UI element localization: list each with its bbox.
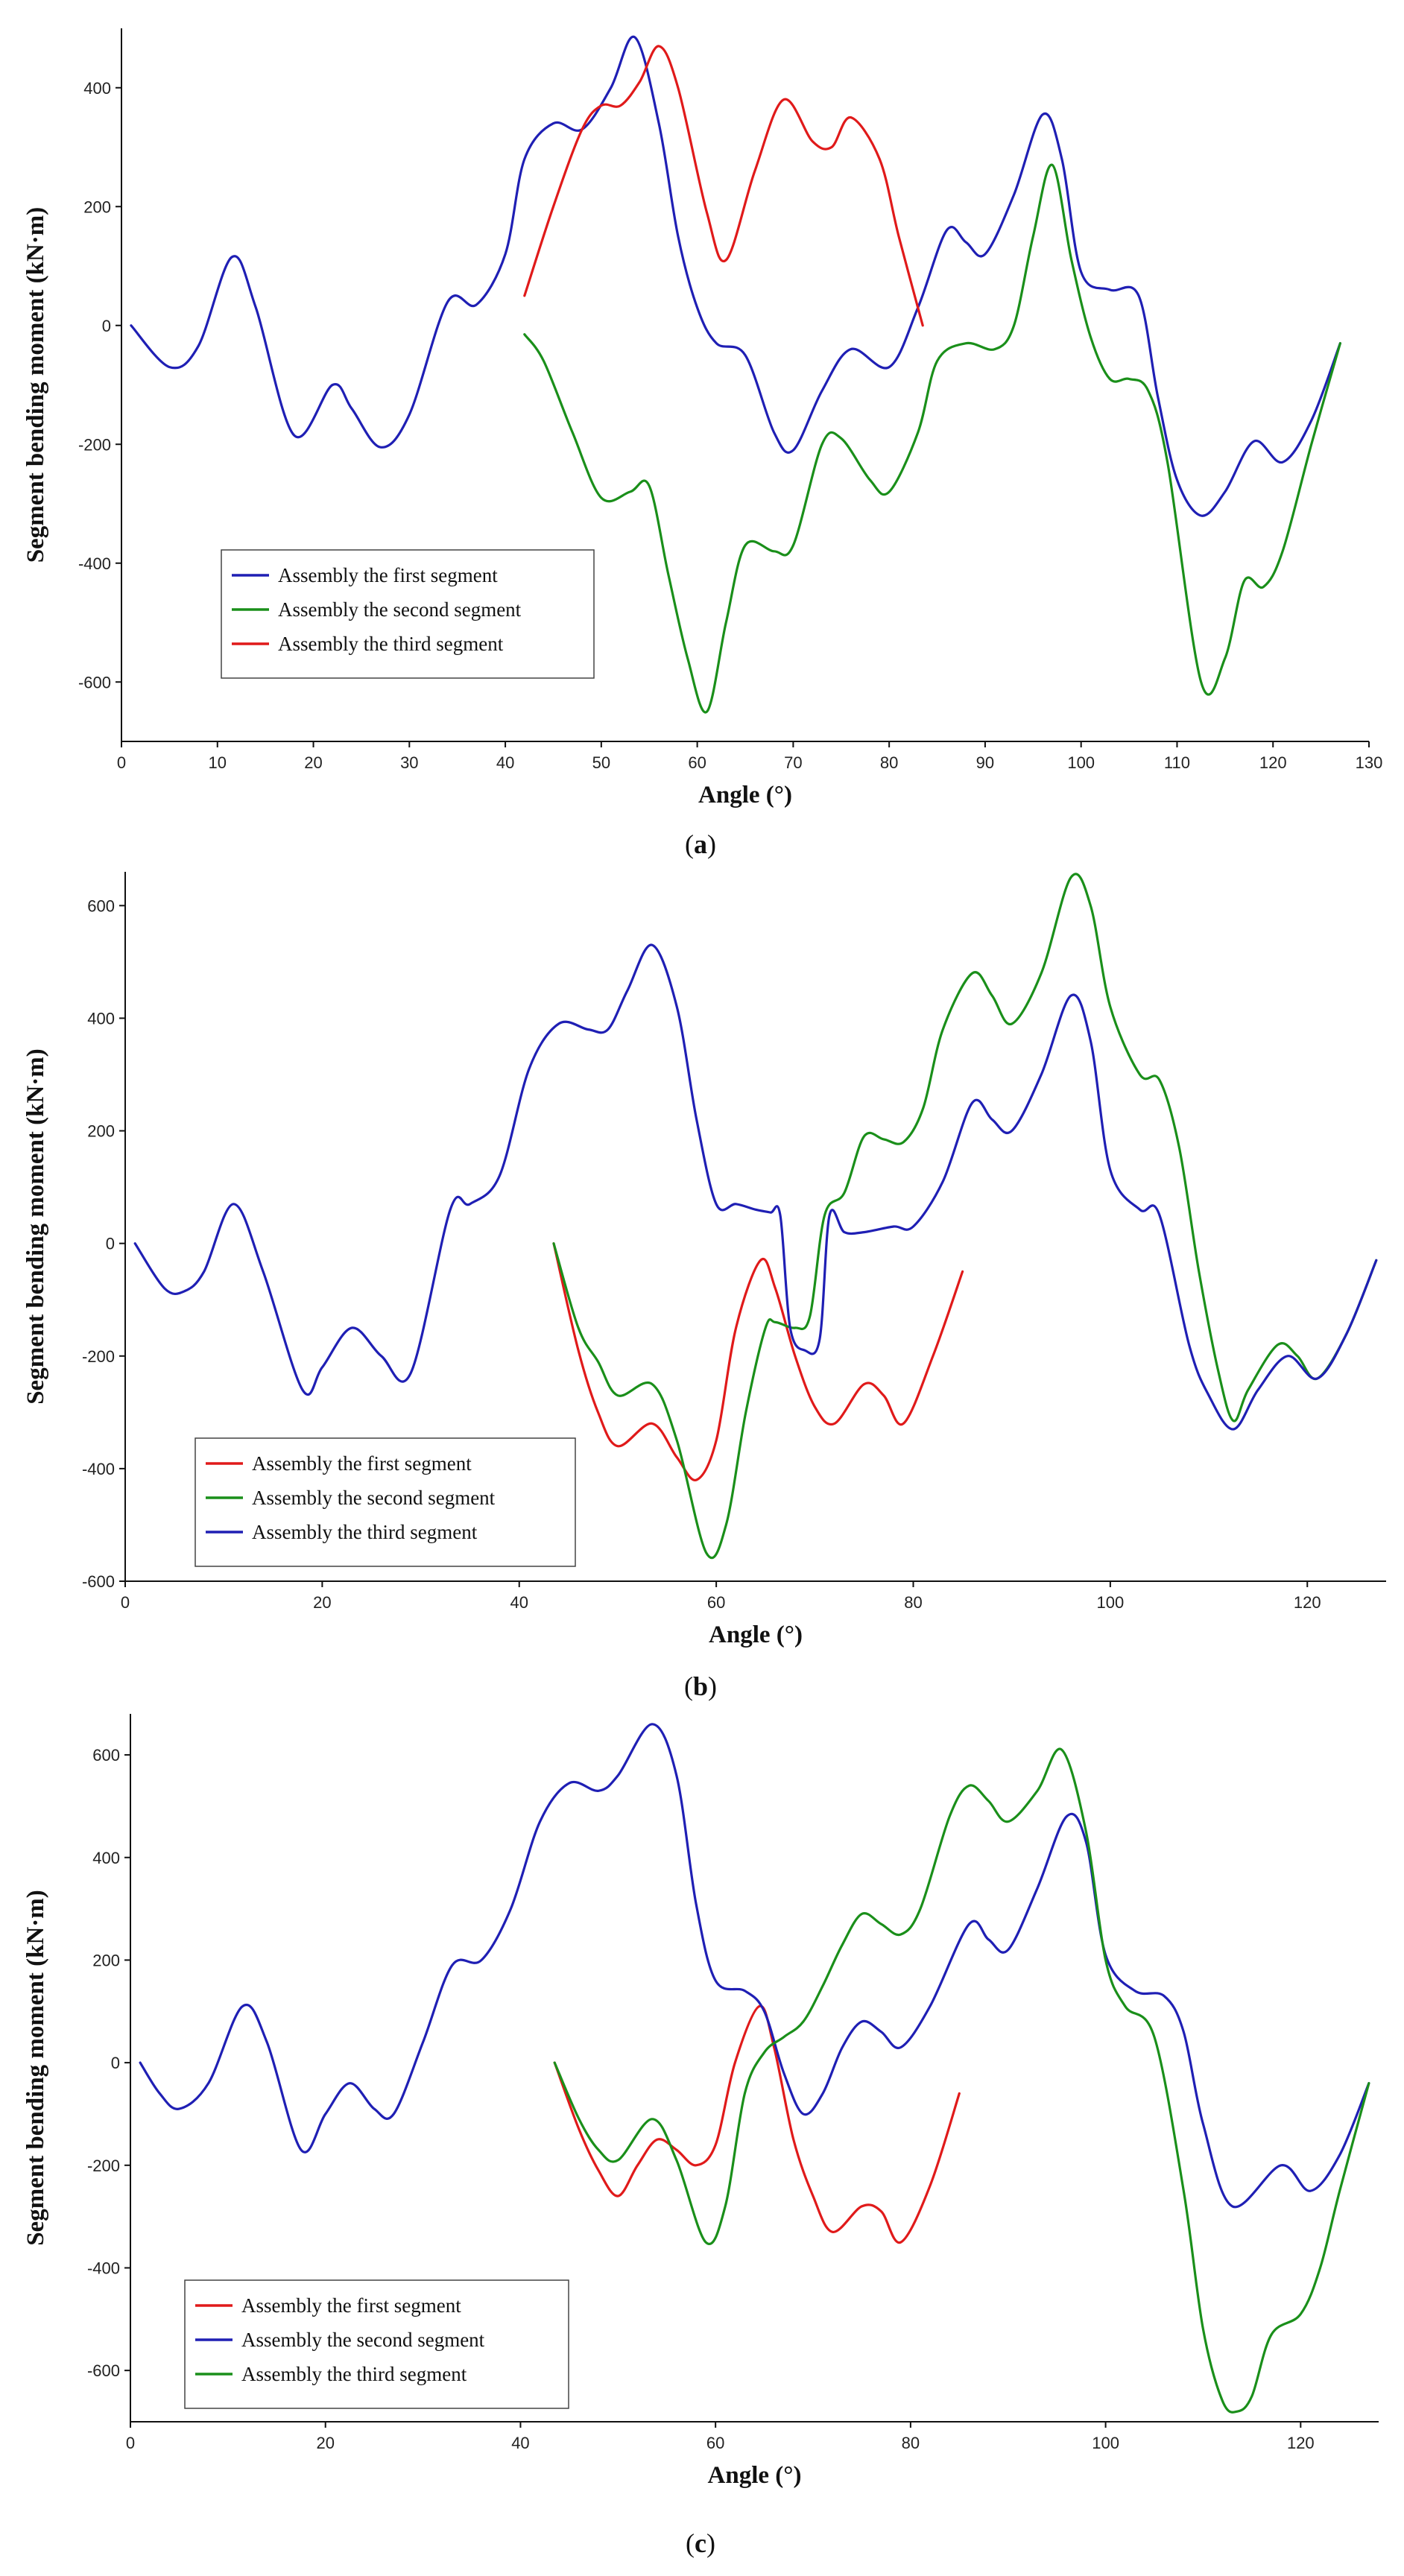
series-line-3 (133, 943, 1378, 1431)
x-tick-label: 60 (706, 2434, 724, 2452)
legend-label-1: Assembly the first segment (278, 564, 498, 586)
chart-panel-b: 0 20 40 60 80 100 120 -600 -400 -200 0 200 400 600 Ang… (22, 872, 1386, 1701)
x-tick-label: 40 (496, 753, 514, 772)
y-axis-label: Segment bending moment (kN·m) (22, 207, 49, 563)
x-tick-label: 0 (121, 1593, 130, 1612)
x-tick-label: 120 (1287, 2434, 1315, 2452)
x-tick-label: 70 (784, 753, 802, 772)
x-tick-label: 100 (1067, 753, 1095, 772)
series-line-1 (553, 2004, 961, 2244)
panel-caption: (c) (686, 2528, 715, 2558)
y-tick-label: -400 (78, 554, 111, 573)
x-tick-label: 0 (126, 2434, 135, 2452)
legend-label-3: Assembly the third segment (241, 2363, 467, 2385)
x-tick-label: 100 (1092, 2434, 1119, 2452)
legend-box (195, 1437, 576, 1567)
y-tick-label: 600 (92, 1746, 120, 1765)
x-tick-label: 50 (592, 753, 610, 772)
y-tick-label: -200 (78, 435, 111, 454)
x-tick-label: 30 (400, 753, 418, 772)
y-tick-label: -200 (87, 2156, 120, 2175)
legend-label-2: Assembly the second segment (278, 598, 522, 621)
x-tick-label: 20 (304, 753, 322, 772)
series-line-2 (139, 1723, 1370, 2209)
y-tick-label: -600 (78, 673, 111, 692)
x-tick-label: 20 (313, 1593, 331, 1612)
legend-label-1: Assembly the first segment (252, 1452, 472, 1475)
y-tick-label: -400 (82, 1460, 115, 1478)
chart-panel-c: 0 20 40 60 80 100 120 -600 -400 -200 0 200 400 600 Ang… (22, 1714, 1379, 2558)
legend-label-1: Assembly the first segment (241, 2294, 461, 2317)
series-line-3 (553, 1747, 1370, 2414)
x-axis-label: Angle (°) (698, 782, 792, 808)
x-tick-label: 120 (1259, 753, 1287, 772)
x-tick-label: 10 (209, 753, 227, 772)
y-tick-label: 400 (92, 1849, 120, 1867)
x-tick-label: 0 (117, 753, 126, 772)
y-tick-label: 200 (87, 1122, 115, 1141)
x-tick-label: 20 (316, 2434, 334, 2452)
x-tick-label: 90 (976, 753, 994, 772)
legend-box (184, 2279, 569, 2409)
y-tick-label: 0 (111, 2054, 120, 2072)
legend-label-2: Assembly the second segment (252, 1487, 496, 1509)
x-tick-label: 80 (904, 1593, 922, 1612)
panel-caption: (a) (685, 829, 716, 859)
y-tick-label: 200 (92, 1951, 120, 1969)
series-line-2 (523, 163, 1341, 714)
panel-caption: (b) (684, 1671, 717, 1701)
x-tick-label: 60 (707, 1593, 725, 1612)
y-tick-label: 0 (102, 317, 111, 335)
x-tick-label: 80 (880, 753, 898, 772)
y-tick-label: 400 (83, 79, 111, 98)
series-line-3 (523, 45, 924, 327)
legend-label-2: Assembly the second segment (241, 2329, 485, 2351)
chart-panel-a: 0 10 20 30 40 50 60 70 80 90 100 110 120 130 -600 -400 -… (22, 28, 1382, 859)
x-tick-label: 120 (1294, 1593, 1321, 1612)
series-line-2 (552, 873, 1378, 1560)
x-tick-label: 110 (1164, 753, 1190, 772)
x-tick-label: 40 (510, 1593, 528, 1612)
y-axis-label: Segment bending moment (kN·m) (22, 1890, 49, 2246)
y-tick-label: -600 (87, 2361, 120, 2380)
x-tick-label: 60 (688, 753, 706, 772)
x-tick-label: 100 (1097, 1593, 1125, 1612)
x-axis-label: Angle (°) (708, 2462, 802, 2489)
series-line-1 (130, 35, 1341, 517)
legend-label-3: Assembly the third segment (278, 633, 504, 655)
y-tick-label: -400 (87, 2259, 120, 2277)
y-tick-label: 200 (83, 197, 111, 216)
y-tick-label: 400 (87, 1009, 115, 1028)
legend-label-3: Assembly the third segment (252, 1521, 478, 1543)
series-line-1 (552, 1242, 964, 1481)
y-tick-label: -200 (82, 1347, 115, 1366)
y-tick-label: 600 (87, 896, 115, 915)
y-axis-label: Segment bending moment (kN·m) (22, 1048, 49, 1405)
x-tick-label: 40 (511, 2434, 529, 2452)
x-tick-label: 130 (1356, 753, 1383, 772)
legend-box (221, 549, 595, 679)
y-tick-label: 0 (106, 1235, 115, 1253)
x-axis-label: Angle (°) (709, 1621, 803, 1648)
y-tick-label: -600 (82, 1572, 115, 1591)
x-tick-label: 80 (902, 2434, 920, 2452)
